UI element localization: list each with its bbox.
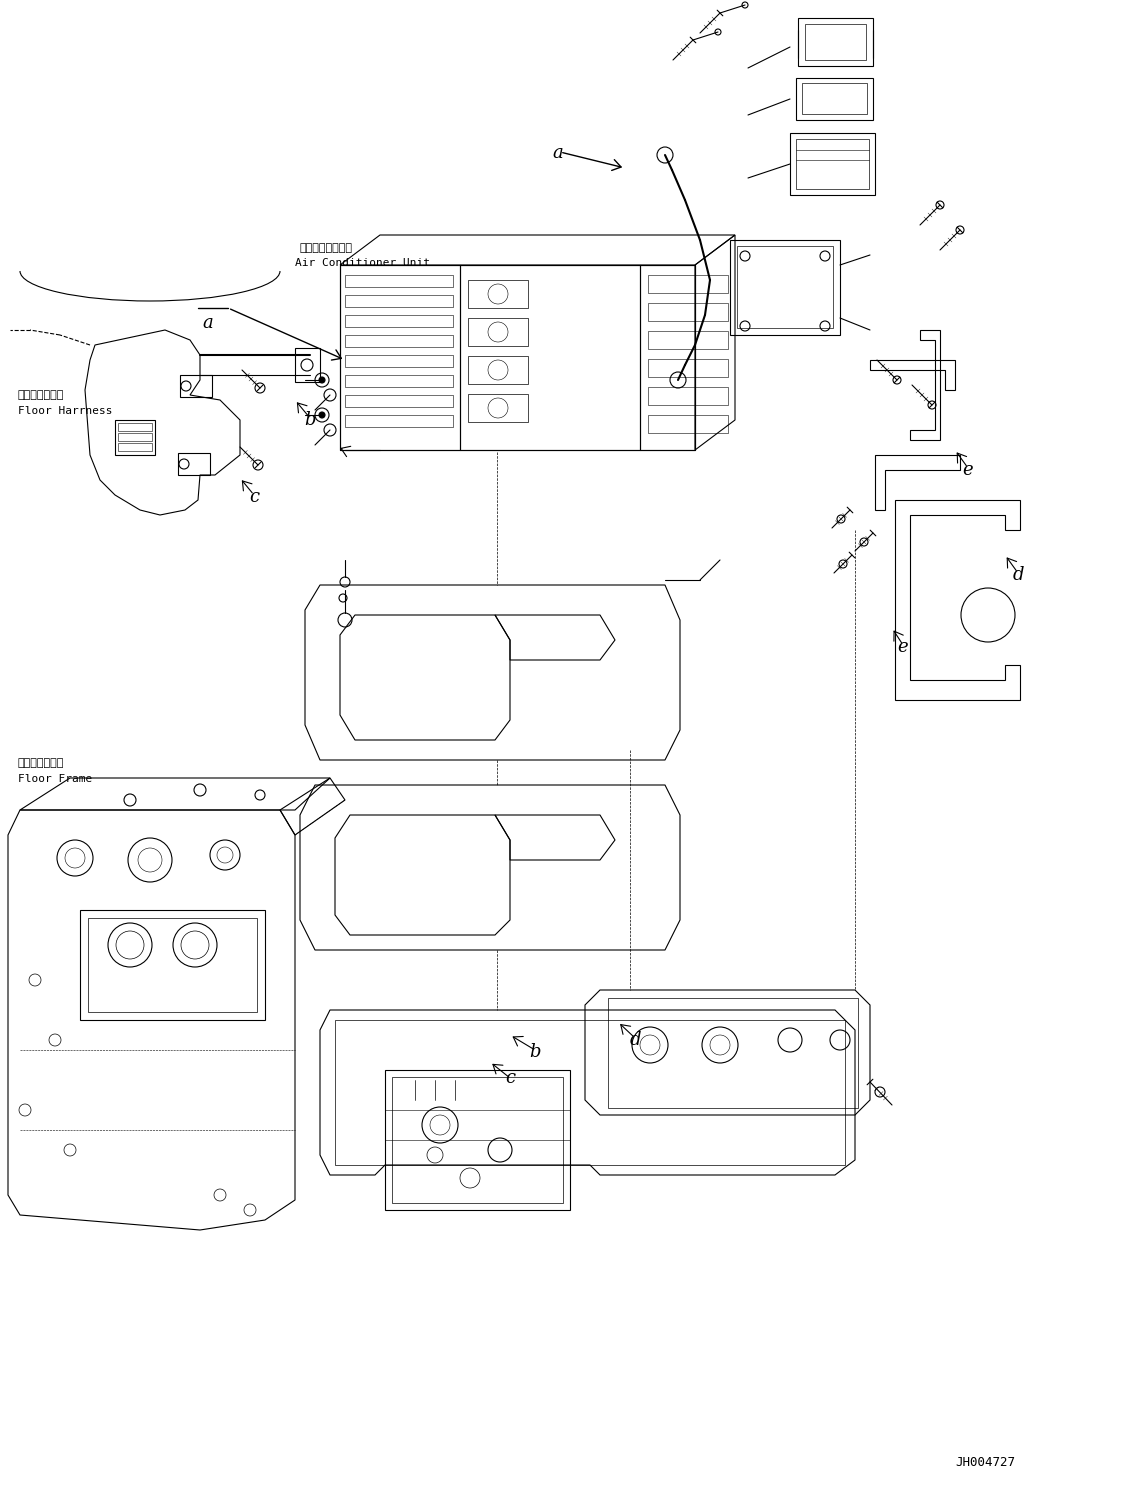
Bar [648, 274, 728, 294]
Bar [392, 1077, 563, 1203]
Bar [345, 414, 453, 426]
Text: フロアハーネス: フロアハーネス [18, 391, 65, 400]
Bar [802, 83, 867, 113]
Bar [805, 24, 866, 60]
Text: エアコンユニット: エアコンユニット [300, 243, 353, 253]
Bar [118, 443, 152, 450]
Bar [345, 376, 453, 388]
Bar [345, 395, 453, 407]
Bar [345, 355, 453, 367]
Text: c: c [505, 1069, 515, 1087]
Text: b: b [529, 1044, 540, 1062]
Text: a: a [553, 145, 563, 163]
Bar [180, 376, 212, 397]
Bar [648, 303, 728, 321]
Text: d: d [629, 1030, 641, 1050]
Text: a: a [203, 315, 213, 332]
Bar [118, 432, 152, 441]
Bar [295, 347, 320, 382]
Bar [648, 359, 728, 377]
Circle shape [319, 412, 325, 417]
Text: Air Conditioner Unit: Air Conditioner Unit [295, 258, 430, 268]
Bar [796, 139, 869, 189]
Bar [640, 265, 695, 450]
Text: フロアフレーム: フロアフレーム [18, 757, 65, 768]
Bar [345, 274, 453, 286]
Bar [468, 318, 528, 346]
Bar [648, 414, 728, 432]
Bar [115, 420, 155, 455]
Bar [468, 356, 528, 385]
Bar [340, 265, 695, 450]
Bar [730, 240, 840, 335]
Bar [648, 388, 728, 406]
Bar [798, 18, 873, 66]
Bar [385, 1071, 570, 1211]
Bar [648, 331, 728, 349]
Text: JH004727: JH004727 [955, 1457, 1015, 1470]
Circle shape [319, 377, 325, 383]
Bar [468, 394, 528, 422]
Bar [118, 423, 152, 431]
Text: d: d [1012, 567, 1024, 584]
Bar [345, 295, 453, 307]
Bar [79, 910, 264, 1020]
Text: e: e [962, 461, 974, 479]
Text: Floor Harrness: Floor Harrness [18, 406, 112, 416]
Text: e: e [898, 638, 908, 656]
Bar [468, 280, 528, 309]
Bar [608, 997, 858, 1108]
Text: Floor Frame: Floor Frame [18, 774, 92, 784]
Bar [340, 265, 460, 450]
Bar [796, 78, 873, 119]
Bar [790, 133, 875, 195]
Bar [737, 246, 833, 328]
Bar [335, 1020, 844, 1164]
Bar [89, 918, 257, 1012]
Bar [345, 335, 453, 347]
Bar [178, 453, 210, 476]
Bar [345, 315, 453, 327]
Text: c: c [249, 488, 259, 505]
Text: b: b [304, 412, 316, 429]
Bar [460, 265, 640, 450]
